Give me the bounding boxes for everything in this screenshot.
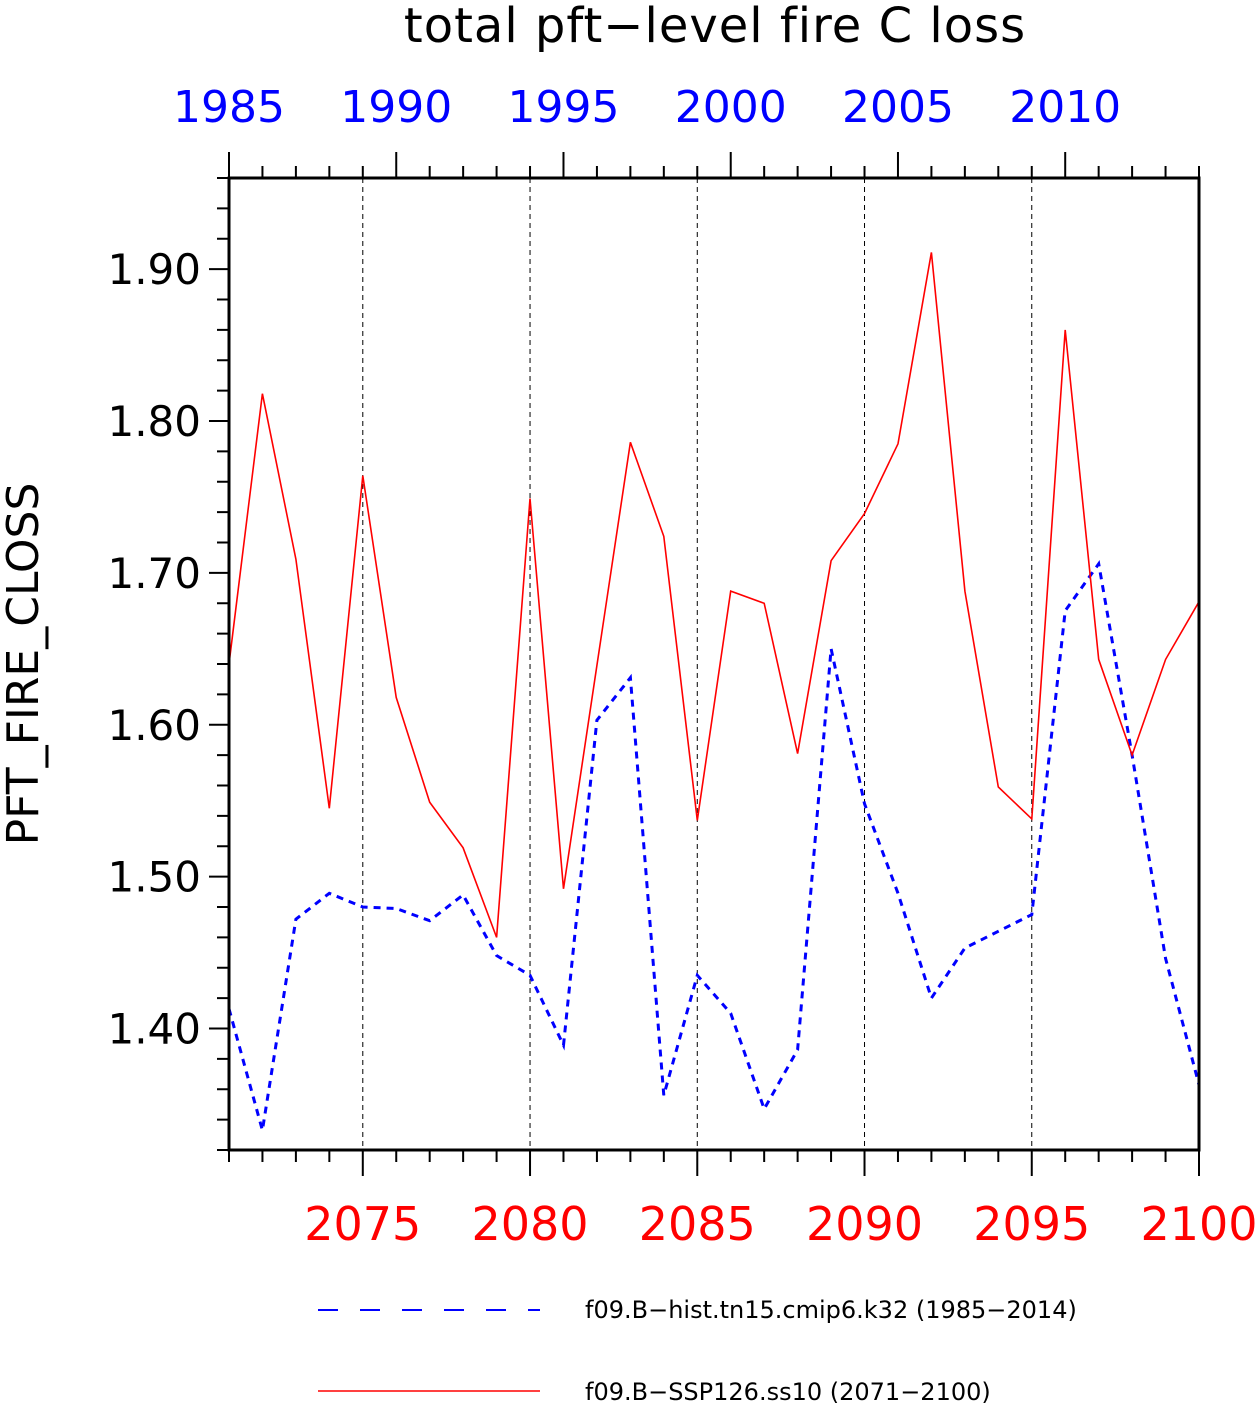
grid-lines — [362, 178, 1033, 1150]
x-bottom-tick-label-1: 2080 — [471, 1197, 588, 1251]
x-top-tick-label-3: 2000 — [675, 82, 787, 133]
x-top-tick-label-1: 1990 — [340, 82, 452, 133]
axes — [209, 152, 1201, 1176]
y-tick-label-1: 1.50 — [107, 853, 201, 902]
x-top-tick-label-4: 2005 — [842, 82, 954, 133]
y-tick-label-3: 1.70 — [107, 549, 201, 598]
y-tick-label-4: 1.80 — [107, 397, 201, 446]
series-line-1 — [228, 252, 1200, 938]
y-tick-label-5: 1.90 — [107, 245, 201, 294]
series-layer — [227, 252, 1201, 1131]
x-bottom-tick-label-4: 2095 — [973, 1197, 1090, 1251]
x-bottom-tick-label-3: 2090 — [806, 1197, 923, 1251]
tick-labels: 1.40 1.50 1.60 1.70 1.80 1.90 2075 2080 2085 2090… — [107, 82, 1257, 1251]
x-top-tick-label-5: 2010 — [1009, 82, 1121, 133]
plot-frame — [227, 176, 1201, 1152]
legend-label-hist: f09.B−hist.tn15.cmip6.k32 (1985−2014) — [585, 1296, 1077, 1324]
y-tick-label-2: 1.60 — [107, 701, 201, 750]
y-tick-label-0: 1.40 — [107, 1005, 201, 1054]
series-line-0 — [227, 560, 1201, 1131]
x-bottom-tick-label-5: 2100 — [1140, 1197, 1257, 1251]
x-bottom-tick-label-2: 2085 — [639, 1197, 756, 1251]
legend: f09.B−hist.tn15.cmip6.k32 (1985−2014) f0… — [318, 1296, 1077, 1406]
chart-title: total pft−level fire C loss — [404, 0, 1026, 54]
x-top-tick-label-0: 1985 — [173, 82, 285, 133]
legend-label-ssp126: f09.B−SSP126.ss10 (2071−2100) — [585, 1378, 991, 1406]
y-axis-label: PFT_FIRE_CLOSS — [0, 483, 49, 846]
x-bottom-tick-label-0: 2075 — [304, 1197, 421, 1251]
x-top-tick-label-2: 1995 — [507, 82, 619, 133]
